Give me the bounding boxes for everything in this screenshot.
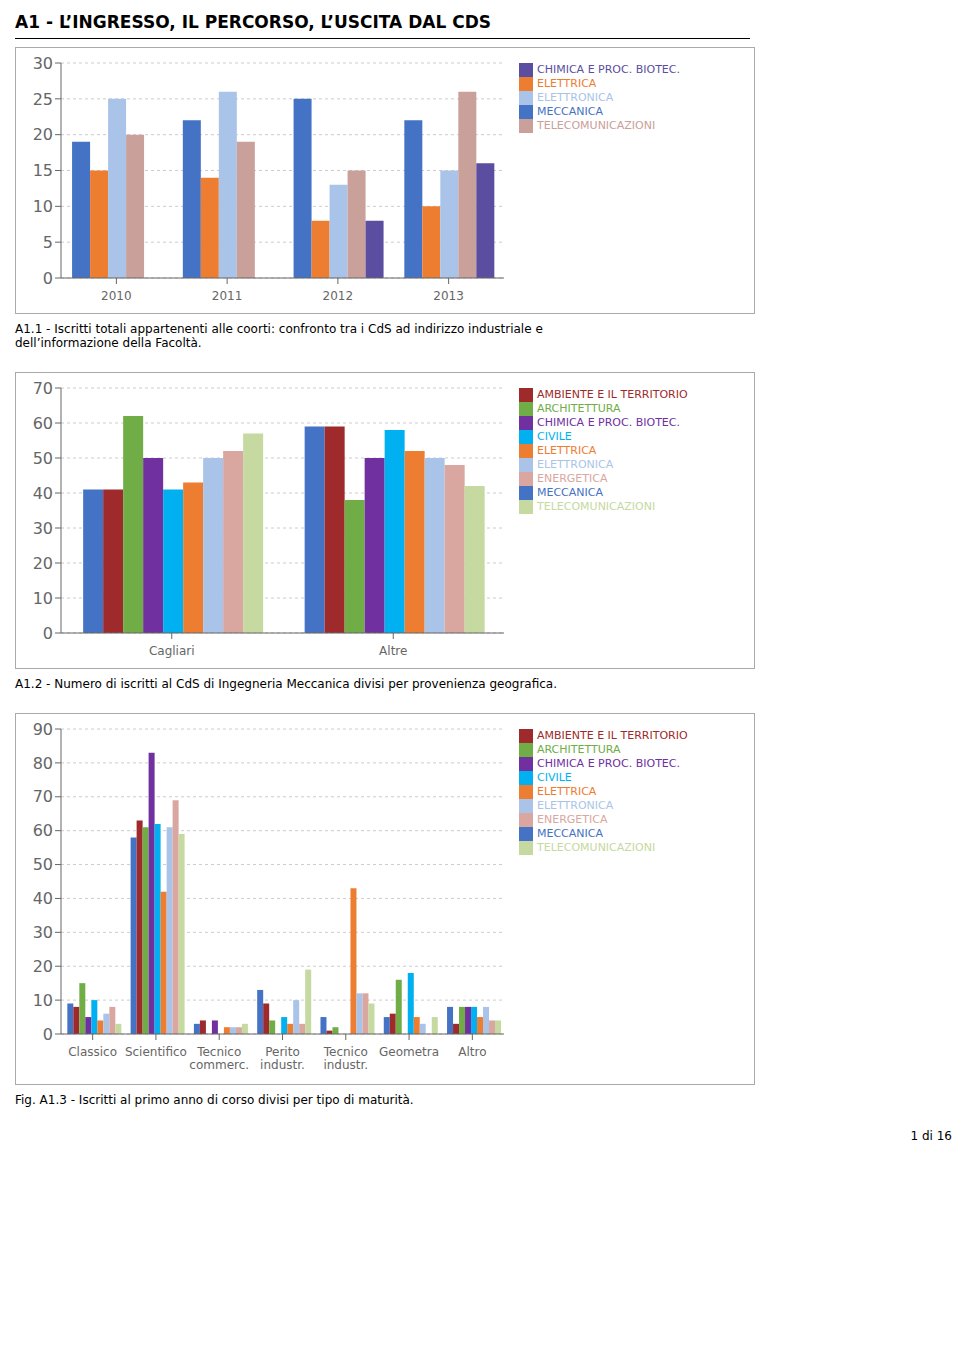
svg-text:5: 5 <box>43 233 53 252</box>
svg-text:20: 20 <box>33 125 53 144</box>
html-text:A1 - L’INGRESSO, IL PERCORSO,: A1 - L’INGRESSO, IL PERCORSO, L’USCITA D… <box>15 12 491 32</box>
svg-text:2010: 2010 <box>101 289 132 303</box>
html-text:ELETTRONICA: ELETTRONICA <box>537 458 614 471</box>
svg-text:40: 40 <box>33 484 53 503</box>
html-text:Fig. A1.3 - Iscritti al primo: Fig. A1.3 - Iscritti al primo anno di co… <box>15 1093 414 1107</box>
html-text:MECCANICA: MECCANICA <box>537 486 603 499</box>
svg-text:70: 70 <box>33 379 53 398</box>
svg-text:10: 10 <box>33 197 53 216</box>
html-text:AMBIENTE E IL TERRITORIO: AMBIENTE E IL TERRITORIO <box>537 729 688 742</box>
html-text:ENERGETICA: ENERGETICA <box>537 472 608 485</box>
html-text:MECCANICA: MECCANICA <box>537 105 603 118</box>
html-text:TELECOMUNICAZIONI: TELECOMUNICAZIONI <box>537 841 656 854</box>
svg-text:2012: 2012 <box>323 289 354 303</box>
html-text:ELETTRICA: ELETTRICA <box>537 444 597 457</box>
svg-text:25: 25 <box>33 90 53 109</box>
svg-text:10: 10 <box>33 991 53 1010</box>
html-text:A1.2 - Numero di iscritti al C: A1.2 - Numero di iscritti al CdS di Inge… <box>15 677 557 691</box>
svg-text:90: 90 <box>33 720 53 739</box>
svg-text:Peritoindustr.: Peritoindustr. <box>260 1045 305 1072</box>
svg-text:Tecnicoindustr.: Tecnicoindustr. <box>323 1045 368 1072</box>
html-text:ELETTRICA: ELETTRICA <box>537 77 597 90</box>
svg-text:30: 30 <box>33 923 53 942</box>
html-text:TELECOMUNICAZIONI: TELECOMUNICAZIONI <box>537 500 656 513</box>
svg-text:50: 50 <box>33 449 53 468</box>
html-text:ELETTRICA: ELETTRICA <box>537 785 597 798</box>
svg-text:50: 50 <box>33 855 53 874</box>
svg-text:Altro: Altro <box>458 1045 486 1059</box>
html-text:ELETTRONICA: ELETTRONICA <box>537 799 614 812</box>
svg-text:40: 40 <box>33 889 53 908</box>
svg-text:0: 0 <box>43 1025 53 1044</box>
html-text:ENERGETICA: ENERGETICA <box>537 813 608 826</box>
html-text:ARCHITETTURA: ARCHITETTURA <box>537 402 621 415</box>
svg-text:Tecnicocommerc.: Tecnicocommerc. <box>189 1045 249 1072</box>
svg-text:2011: 2011 <box>212 289 243 303</box>
svg-text:15: 15 <box>33 161 53 180</box>
html-text:CIVILE: CIVILE <box>537 771 572 784</box>
html-text:ARCHITETTURA: ARCHITETTURA <box>537 743 621 756</box>
svg-text:60: 60 <box>33 821 53 840</box>
svg-text:70: 70 <box>33 787 53 806</box>
svg-text:Geometra: Geometra <box>379 1045 439 1059</box>
svg-text:20: 20 <box>33 554 53 573</box>
html-text:CIVILE: CIVILE <box>537 430 572 443</box>
svg-text:60: 60 <box>33 414 53 433</box>
svg-text:80: 80 <box>33 754 53 773</box>
svg-text:Scientifico: Scientifico <box>125 1045 187 1059</box>
svg-text:10: 10 <box>33 589 53 608</box>
svg-text:2013: 2013 <box>433 289 464 303</box>
svg-text:Cagliari: Cagliari <box>149 644 195 658</box>
html-text:AMBIENTE E IL TERRITORIO: AMBIENTE E IL TERRITORIO <box>537 388 688 401</box>
svg-text:0: 0 <box>43 269 53 288</box>
html-text:ELETTRONICA: ELETTRONICA <box>537 91 614 104</box>
svg-text:Classico: Classico <box>68 1045 117 1059</box>
svg-text:0: 0 <box>43 624 53 643</box>
html-text:A1.1 - Iscritti totali apparte: A1.1 - Iscritti totali appartenenti alle… <box>15 322 543 350</box>
html-text:MECCANICA: MECCANICA <box>537 827 603 840</box>
html-text:CHIMICA E PROC. BIOTEC.: CHIMICA E PROC. BIOTEC. <box>537 63 680 76</box>
html-text:CHIMICA E PROC. BIOTEC.: CHIMICA E PROC. BIOTEC. <box>537 416 680 429</box>
html-text:CHIMICA E PROC. BIOTEC.: CHIMICA E PROC. BIOTEC. <box>537 757 680 770</box>
svg-text:20: 20 <box>33 957 53 976</box>
svg-text:Altre: Altre <box>379 644 407 658</box>
html-text:TELECOMUNICAZIONI: TELECOMUNICAZIONI <box>537 119 656 132</box>
svg-text:30: 30 <box>33 54 53 73</box>
html-text:1 di 16: 1 di 16 <box>910 1129 952 1143</box>
svg-text:30: 30 <box>33 519 53 538</box>
